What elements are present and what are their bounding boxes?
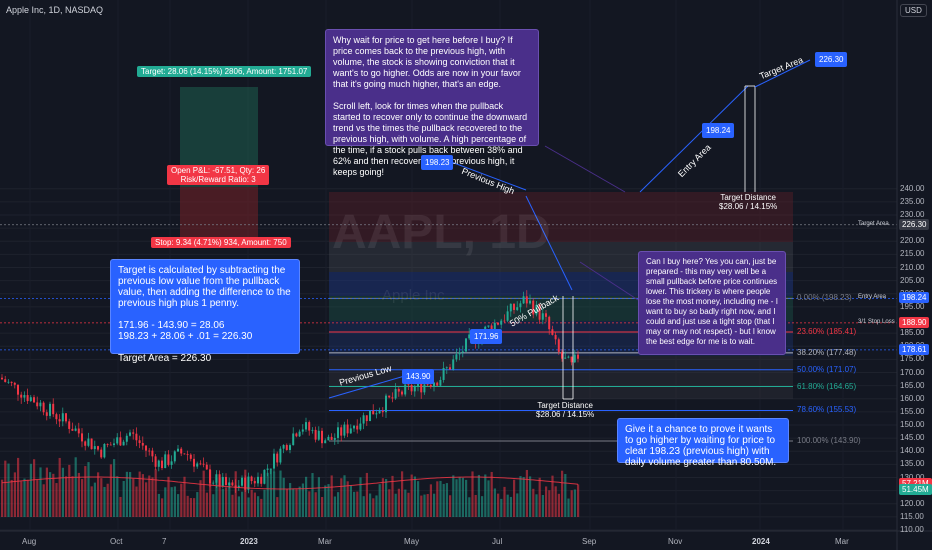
pullback-value: 171.96 [470,329,503,344]
target-distance-top: Target Distance $28.06 / 14.15% [719,193,778,211]
x-axis-label: Mar [318,537,332,546]
target-distance-bottom: Target Distance $28.06 / 14.15% [536,401,595,419]
y-axis-label: 145.00 [900,433,925,443]
target-badge: Target: 28.06 (14.15%) 2806, Amount: 175… [137,66,312,77]
level-label: Entry Area [858,294,887,301]
x-axis-label: Sep [582,537,597,546]
note-right: Can I buy here? Yes you can, just be pre… [638,251,786,355]
price-tag: 226.30 [899,218,930,230]
fib-zone-0-236 [329,192,793,242]
note-bottom: Give it a chance to prove it wants to go… [617,418,789,468]
note-top-pointer [544,145,626,193]
fib-label: 50.00% (171.07) [797,364,857,374]
pnl-badge: Open P&L: -67.51, Qty: 26 Risk/Reward Ra… [167,165,270,185]
x-axis-label: Oct [110,537,123,546]
fib-label: 61.80% (164.65) [797,381,857,391]
fib-label: 100.00% (143.90) [797,436,861,445]
x-axis-label: Nov [668,537,683,546]
y-axis-label: 195.00 [900,301,925,311]
x-axis-label: 2023 [240,537,258,546]
pullback-line [525,195,573,291]
x-axis-label: 7 [162,537,167,546]
x-axis-label: 2024 [752,537,770,546]
fib-label: 78.60% (155.53) [797,405,857,415]
entry-value: 198.24 [702,123,735,138]
currency-button[interactable]: USD [900,4,927,17]
previous-low-value: 143.90 [402,369,435,384]
note-top: Why wait for price to get here before I … [325,29,539,177]
y-axis-label: 120.00 [900,498,925,508]
x-axis-label: Mar [835,537,849,546]
watermark-name: Apple Inc [382,287,445,304]
price-tag: 188.90 [899,316,930,328]
y-axis-label: 205.00 [900,275,925,285]
y-axis-label: 170.00 [900,367,925,377]
x-axis-label: Jul [492,537,503,546]
y-axis-label: 210.00 [900,262,925,272]
y-axis-label: 240.00 [900,183,925,193]
previous-high-line [445,159,527,191]
x-axis-label: May [404,537,420,546]
price-tag: 51.45M [899,484,932,496]
y-axis-label: 115.00 [900,511,924,521]
x-axis-label: Aug [22,537,37,546]
price-tag: 57.21M [899,478,932,490]
y-axis-label: 185.00 [900,328,925,338]
target-value: 226.30 [815,52,848,67]
previous-low-line [328,374,409,399]
level-label: Target Area [858,220,889,227]
fib-label: 0.00% (198.23) [797,293,852,303]
y-axis-label: 220.00 [900,236,925,246]
symbol-title[interactable]: Apple Inc, 1D, NASDAQ [6,5,104,15]
y-axis-label: 135.00 [900,459,925,469]
y-axis-label: 165.00 [900,380,925,390]
moving-average-line [1,476,579,490]
watermark-ticker: AAPL, 1D [332,206,551,259]
y-axis-label: 155.00 [900,406,925,416]
price-tag: 198.24 [899,292,930,304]
fib-label: 23.60% (185.41) [797,327,857,337]
previous-high-value: 198.23 [421,155,454,170]
note-right-pointer [579,261,639,301]
stop-badge: Stop: 9.34 (4.71%) 934, Amount: 750 [151,237,291,248]
y-axis-label: 140.00 [900,446,925,456]
y-axis-label: 230.00 [900,210,925,219]
y-axis-label: 110.00 [900,525,924,534]
stop-zone [180,187,258,241]
entry-to-target-line [639,85,749,193]
y-axis-label: 130.00 [900,472,925,482]
y-axis-label: 215.00 [900,249,925,259]
price-tag: 178.61 [899,343,930,355]
fib-label: 38.20% (177.48) [797,347,857,357]
note-left: Target is calculated by subtracting the … [110,259,300,364]
y-axis-label: 235.00 [900,196,925,206]
y-axis-label: 150.00 [900,420,925,429]
y-axis-label: 175.00 [900,354,925,364]
level-label: 3/1 Stop Loss [858,318,895,325]
y-axis-label: 160.00 [900,393,925,403]
